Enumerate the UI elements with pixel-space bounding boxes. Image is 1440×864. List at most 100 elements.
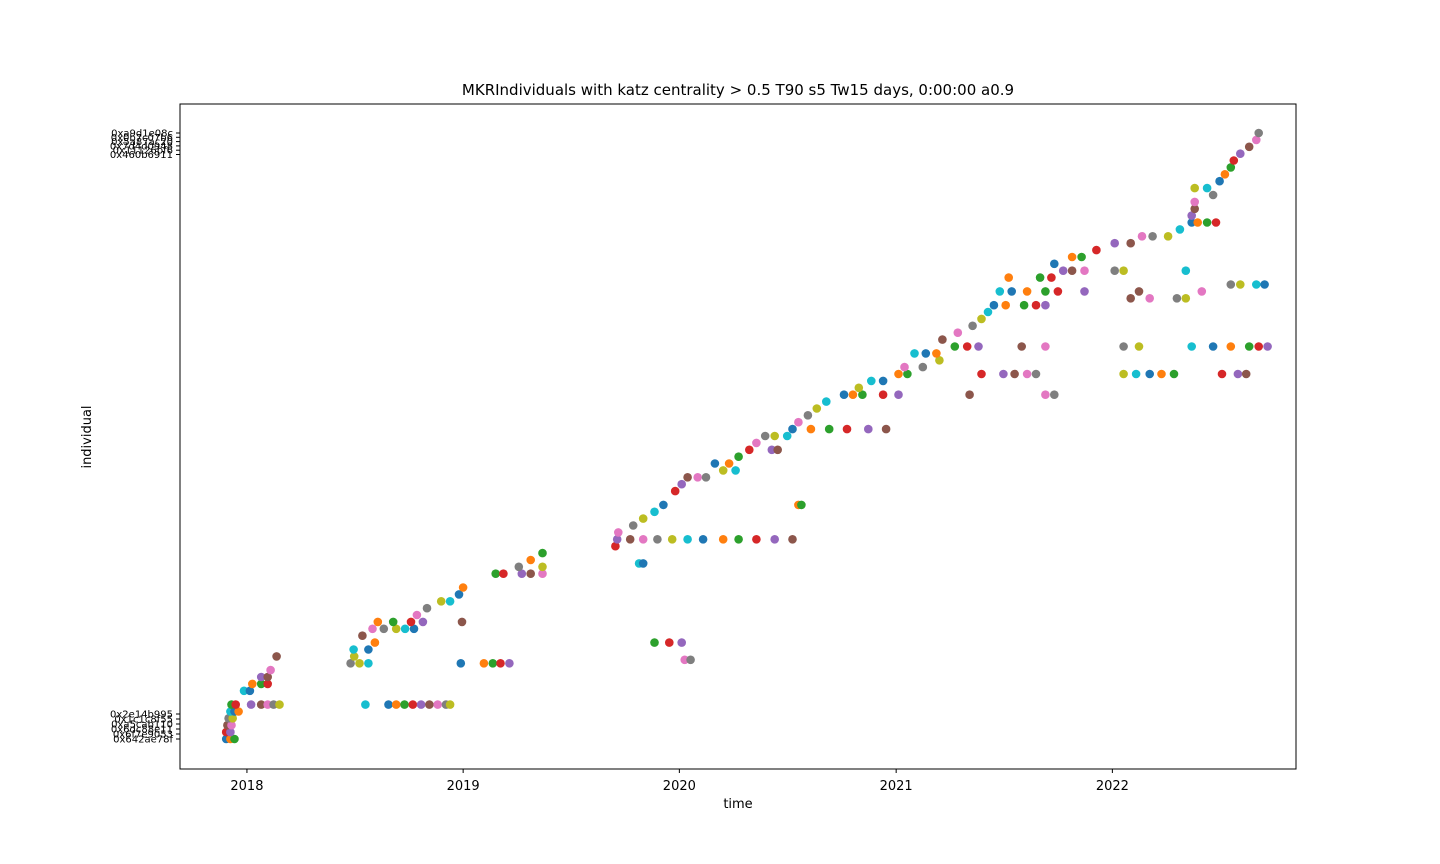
x-axis-ticks: 2018 2019 2020 2021 2022 <box>230 769 1129 794</box>
data-point <box>854 383 864 393</box>
x-tick-label: 2022 <box>1096 779 1129 794</box>
data-point <box>839 390 849 400</box>
data-point <box>683 473 692 482</box>
data-point <box>1181 294 1191 303</box>
data-point <box>355 659 364 668</box>
data-point <box>388 617 398 627</box>
data-point <box>1190 183 1199 193</box>
data-point <box>1187 342 1196 351</box>
data-point <box>1053 287 1063 296</box>
data-point <box>910 349 919 358</box>
data-point <box>806 424 816 434</box>
data-point <box>848 390 858 400</box>
data-point <box>230 734 239 744</box>
data-point <box>1181 266 1191 276</box>
data-point <box>1202 218 1212 227</box>
data-point <box>1226 163 1236 172</box>
data-point <box>373 617 383 627</box>
data-point <box>953 328 963 338</box>
y-tick-label: 0x5a87ac20 <box>111 137 173 148</box>
data-point <box>408 700 418 709</box>
data-point <box>752 438 761 448</box>
data-point <box>416 700 426 709</box>
data-point <box>526 569 535 578</box>
data-point <box>701 473 711 482</box>
data-point <box>361 700 370 709</box>
data-point <box>1041 287 1050 296</box>
data-point <box>734 535 743 544</box>
data-point <box>263 679 273 689</box>
data-point <box>1197 287 1207 296</box>
data-point <box>724 459 734 468</box>
data-point <box>767 445 777 455</box>
data-point <box>1226 280 1236 289</box>
data-point <box>1050 259 1059 269</box>
data-point <box>1110 266 1119 276</box>
data-point <box>921 349 931 358</box>
data-point <box>1236 149 1245 158</box>
data-point <box>1092 245 1101 255</box>
data-point <box>1187 218 1196 227</box>
data-point <box>1134 287 1144 296</box>
data-point <box>1080 287 1089 296</box>
data-point <box>1035 273 1045 282</box>
data-point <box>379 624 389 634</box>
data-point <box>1019 300 1029 310</box>
data-point <box>226 727 235 737</box>
y-tick-label: 0x11126bf6 <box>113 146 173 157</box>
x-tick-label: 2018 <box>230 779 263 794</box>
data-point <box>364 645 373 654</box>
data-point <box>272 652 281 661</box>
data-point <box>667 535 677 544</box>
data-point <box>1252 280 1261 289</box>
data-point <box>977 314 986 324</box>
data-point <box>858 390 867 400</box>
data-point <box>263 700 273 709</box>
data-point <box>1217 369 1227 379</box>
data-point <box>938 335 947 344</box>
data-point <box>1041 342 1050 351</box>
data-point <box>638 535 648 544</box>
y-tick-label: 0x2e14b995 <box>110 710 173 721</box>
plot-area-frame <box>179 103 1297 770</box>
data-point <box>1119 266 1128 276</box>
data-point <box>1119 342 1128 351</box>
y-tick-label: 0x460b6911 <box>110 150 173 161</box>
data-point <box>406 617 416 627</box>
data-point <box>995 287 1005 296</box>
data-point <box>1244 342 1254 351</box>
data-point <box>1254 342 1263 351</box>
data-point <box>422 603 432 613</box>
data-point <box>760 431 770 441</box>
data-point <box>1190 204 1199 214</box>
data-point <box>231 700 240 709</box>
data-point <box>878 376 888 386</box>
data-point <box>950 342 960 351</box>
data-point <box>1236 280 1245 289</box>
data-point <box>1169 369 1179 379</box>
data-point <box>670 486 680 496</box>
data-point <box>1017 342 1026 351</box>
data-point <box>962 342 972 351</box>
data-point <box>665 638 674 647</box>
data-point <box>731 466 740 475</box>
data-point <box>1077 252 1086 262</box>
data-point <box>864 424 873 434</box>
data-point <box>248 679 257 689</box>
data-point <box>1208 342 1218 351</box>
data-point <box>1134 342 1144 351</box>
data-point <box>458 583 468 592</box>
data-point <box>1050 390 1059 400</box>
data-point <box>1119 369 1128 379</box>
data-point <box>491 569 501 578</box>
data-point <box>1126 294 1135 303</box>
data-point <box>1211 218 1221 227</box>
data-point <box>881 424 891 434</box>
data-point <box>409 624 419 634</box>
data-point <box>710 459 720 468</box>
data-point <box>974 342 983 351</box>
data-point <box>614 528 623 537</box>
data-point <box>433 700 443 709</box>
data-point <box>269 700 278 709</box>
